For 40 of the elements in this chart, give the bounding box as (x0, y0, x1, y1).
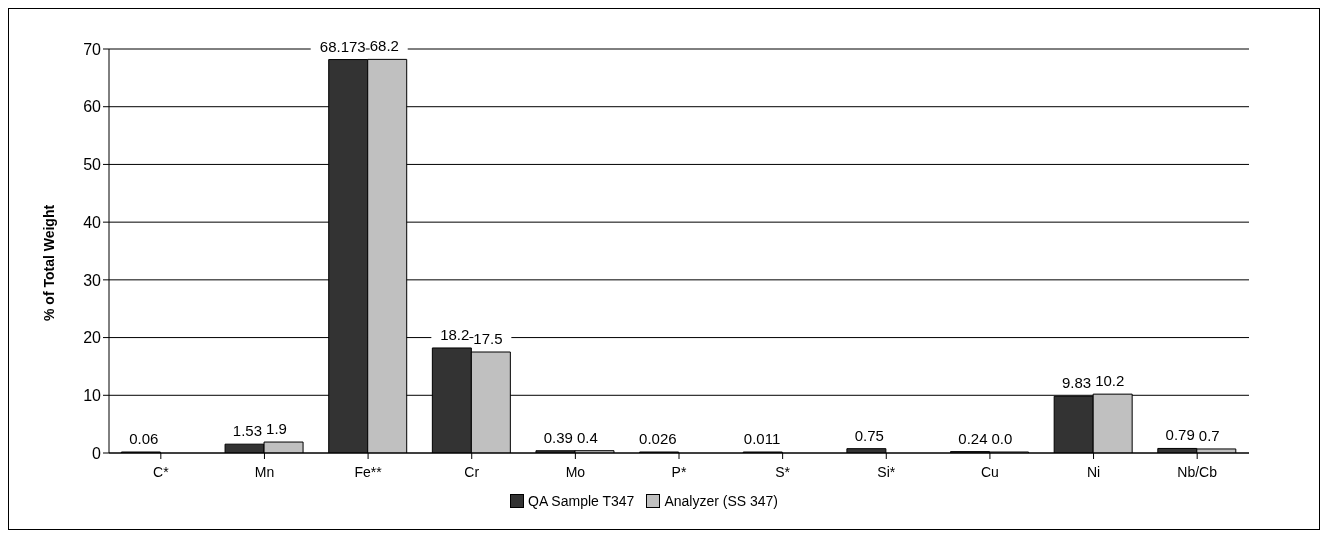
data-label: 68.2 (369, 37, 399, 55)
x-tick-label: Mn (254, 463, 275, 480)
data-label: 0.24 (958, 429, 988, 447)
data-label: 0.75 (854, 426, 884, 444)
x-tick-label: Fe** (354, 463, 383, 480)
x-tick-label: S* (775, 463, 791, 480)
data-label: 0.7 (1198, 426, 1220, 444)
data-label: 0.0 (991, 430, 1013, 447)
data-label: 1.53 (232, 422, 263, 440)
legend-label: QA Sample T347 (528, 493, 635, 509)
data-label: 9.83 (1061, 374, 1092, 392)
legend-label: Analyzer (SS 347) (664, 493, 778, 509)
data-label: 0.026 (639, 430, 677, 447)
data-label: 17.5 (473, 330, 503, 347)
y-tick-label: 70 (83, 40, 102, 58)
data-label: 0.06 (129, 430, 159, 447)
x-tick-label: Cu (980, 463, 999, 480)
data-label: 1.9 (266, 420, 287, 438)
y-tick-label: 40 (83, 213, 102, 231)
y-tick-label: 60 (83, 98, 102, 116)
y-tick-label: 20 (83, 329, 102, 347)
y-tick-label: 0 (92, 444, 102, 462)
x-tick-label: Cr (464, 463, 480, 480)
y-axis-title: % of Total Weight (40, 204, 57, 321)
data-label: 0.39 (543, 428, 573, 446)
x-tick-label: P* (671, 463, 687, 480)
data-label: 0.011 (743, 430, 781, 447)
x-tick-label: Si* (877, 463, 896, 480)
x-tick-label: Ni (1086, 463, 1101, 480)
x-tick-label: Nb/Cb (1177, 463, 1218, 480)
x-tick-label: C* (153, 463, 170, 480)
data-label: 68.173 (319, 37, 366, 55)
data-label: 18.2 (440, 325, 470, 343)
x-tick-label: Mo (565, 463, 586, 480)
y-tick-label: 50 (83, 156, 102, 174)
y-tick-label: 30 (83, 271, 102, 289)
data-label: 0.79 (1165, 426, 1195, 444)
data-label: 0.4 (576, 428, 598, 446)
data-label: 10.2 (1095, 372, 1125, 390)
y-tick-label: 10 (83, 386, 102, 404)
